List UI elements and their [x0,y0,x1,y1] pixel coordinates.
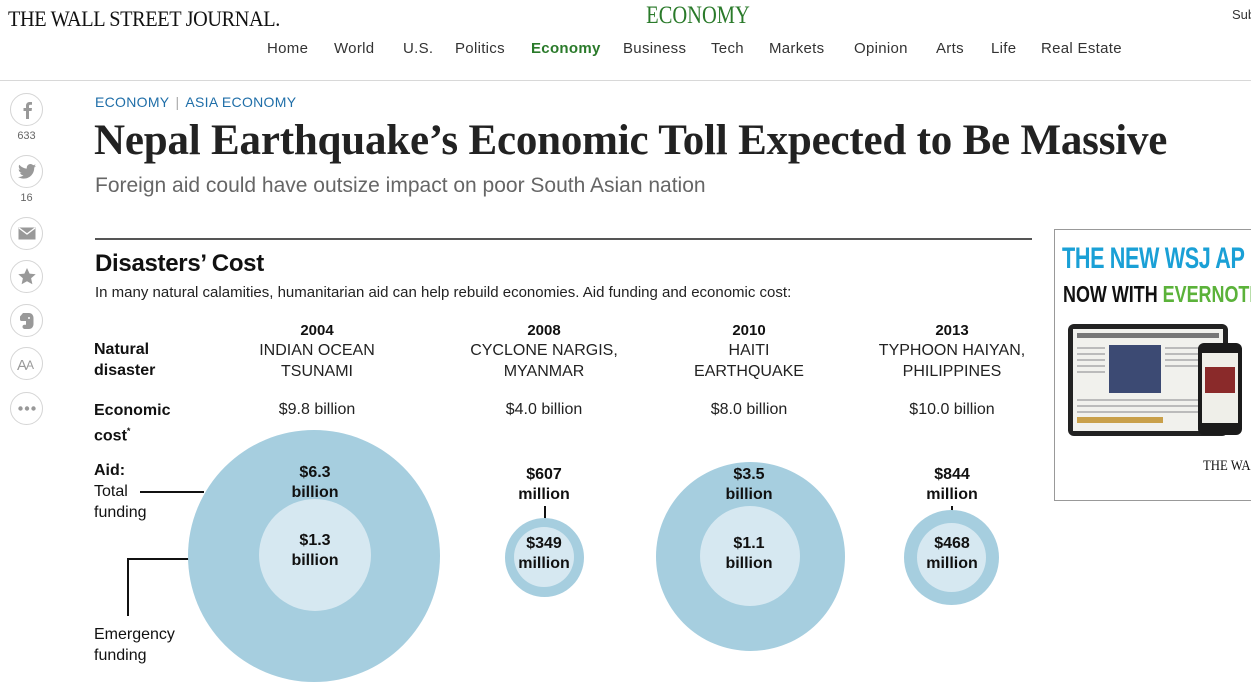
subscribe-link[interactable]: Sub [1232,7,1251,22]
nav-tech[interactable]: Tech [711,40,744,57]
article-dek: Foreign aid could have outsize impact on… [95,174,706,197]
nav-world[interactable]: World [334,40,375,57]
evernote-share-button[interactable] [10,304,43,337]
breadcrumb-economy[interactable]: ECONOMY [95,94,170,110]
breadcrumb-asia-economy[interactable]: ASIA ECONOMY [185,94,297,110]
twitter-icon [17,164,36,179]
emergency-funding-circle-2008 [514,527,574,587]
masthead-logo[interactable]: THE WALL STREET JOURNAL. [8,6,280,31]
nav-business[interactable]: Business [623,40,687,57]
ad-headline: THE NEW WSJ AP [1062,242,1245,275]
ad-brand-logo: THE WAL [1203,458,1251,474]
svg-text:A: A [26,358,34,371]
total-funding-leader [140,491,204,493]
emergency-funding-label: Emergency funding [94,626,175,664]
total-funding-label-2013: $844 million [926,466,978,503]
economic-cost-2013: $10.0 billion [909,401,995,418]
economic-cost-2004: $9.8 billion [278,401,356,418]
nav-home[interactable]: Home [267,40,309,57]
main-nav: Home World U.S. Politics Economy Busines… [0,40,1251,60]
graphic-subtitle: In many natural calamities, humanitarian… [95,284,792,301]
save-article-button[interactable] [10,260,43,293]
nav-life[interactable]: Life [991,40,1017,57]
emergency-funding-label-2013: $468 million [926,535,978,572]
evernote-icon [19,312,33,329]
disaster-header-2010: 2010 HAITI EARTHQUAKE [694,322,804,380]
nav-real-estate[interactable]: Real Estate [1041,40,1122,57]
disaster-header-2004: 2004 INDIAN OCEAN TSUNAMI [259,322,375,380]
phone-image [1198,343,1242,435]
total-funding-label-2008: $607 million [518,466,570,503]
header-divider [0,80,1251,81]
aid-label: Aid: Total funding [94,462,147,521]
article-headline: Nepal Earthquake’s Economic Toll Expecte… [94,117,1168,164]
economic-cost-2010: $8.0 billion [710,401,788,418]
twitter-share-count: 16 [20,192,33,204]
natural-disaster-label: Natural disaster [94,341,156,379]
nav-arts[interactable]: Arts [936,40,964,57]
wsj-app-ad[interactable]: THE NEW WSJ AP NOW WITH EVERNOTE THE WAL [1054,229,1251,501]
breadcrumb-separator: | [175,94,180,110]
emergency-funding-circle-2004 [259,499,371,611]
emergency-funding-leader-v [127,558,129,616]
graphic-title: Disasters’ Cost [95,250,264,277]
section-title[interactable]: ECONOMY [646,2,750,29]
total-funding-label-2010: $3.5 billion [725,466,773,503]
twitter-share-button[interactable] [10,155,43,188]
facebook-share-count: 633 [17,130,36,142]
more-share-button[interactable] [10,392,43,425]
economic-cost-label: Economic cost* [94,402,171,445]
svg-text:A: A [17,357,27,371]
ad-subheadline: NOW WITH EVERNOTE [1063,281,1251,307]
disaster-header-2008: 2008 CYCLONE NARGIS, MYANMAR [470,322,618,380]
breadcrumb: ECONOMY | ASIA ECONOMY [95,94,296,110]
emergency-funding-label-2004: $1.3 billion [291,532,339,569]
nav-economy[interactable]: Economy [531,40,601,57]
email-icon [18,227,35,240]
emergency-funding-label-2010: $1.1 billion [725,535,773,572]
disaster-header-2013: 2013 TYPHOON HAIYAN, PHILIPPINES [878,322,1026,380]
nav-markets[interactable]: Markets [769,40,825,57]
more-icon [17,406,36,411]
email-share-button[interactable] [10,217,43,250]
graphic-top-rule [95,238,1032,240]
total-funding-label-2004: $6.3 billion [291,464,339,501]
facebook-share-button[interactable] [10,93,43,126]
nav-us[interactable]: U.S. [403,40,434,57]
nav-politics[interactable]: Politics [455,40,505,57]
nav-opinion[interactable]: Opinion [854,40,908,57]
economic-cost-2008: $4.0 billion [505,401,583,418]
emergency-funding-circle-2013 [917,523,986,592]
font-size-icon: AA [17,357,34,371]
emergency-funding-circle-2010 [700,506,800,606]
star-icon [17,268,36,285]
total-funding-leader-2008 [544,506,546,520]
emergency-funding-label-2008: $349 million [518,535,570,572]
facebook-icon [23,101,32,119]
